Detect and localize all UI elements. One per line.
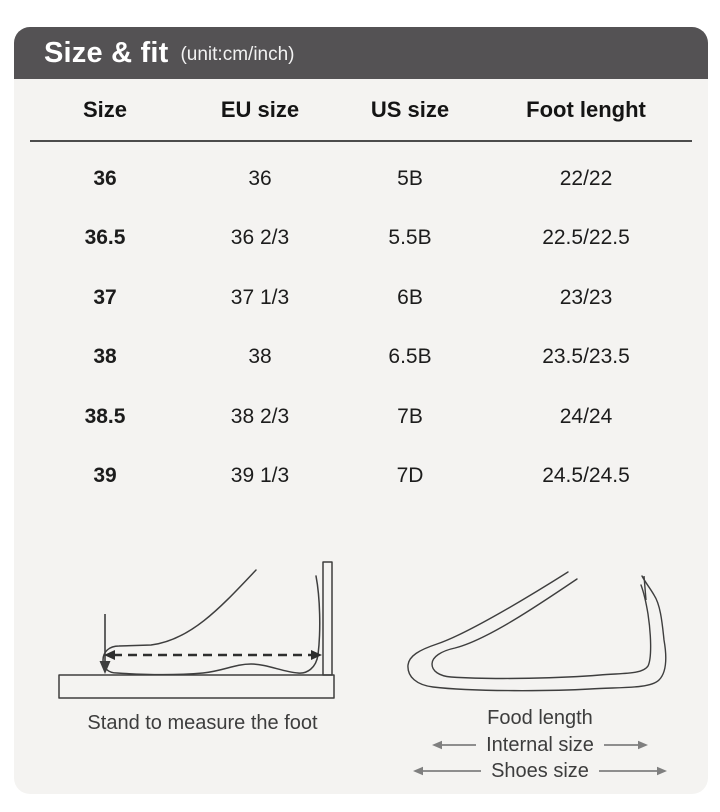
eu-size-cell: 39 1/3 — [230, 464, 290, 488]
us-size-cell: 5.5B — [388, 226, 432, 250]
shoes-size-label: Shoes size — [491, 759, 589, 782]
shoe-size-figure: Food length Internal size — [405, 552, 675, 784]
foot-length-cell: 23/23 — [559, 285, 613, 309]
shoes-size-label-row: Shoes size — [405, 758, 675, 784]
us-size-cell: 5B — [397, 166, 423, 190]
foot-measure-illustration — [58, 561, 335, 699]
table-row: 36.5 36 2/3 5.5B 22.5/22.5 — [30, 209, 692, 269]
us-size-cell: 6.5B — [388, 345, 432, 369]
internal-size-label-row: Internal size — [405, 732, 675, 758]
size-cell: 37 — [93, 285, 117, 309]
size-cell: 36.5 — [84, 226, 126, 250]
table-row: 39 39 1/3 7D 24.5/24.5 — [30, 447, 692, 507]
measurement-figures: Stand to measure the foot Food length — [14, 552, 708, 787]
card-header: Size & fit (unit:cm/inch) — [14, 27, 708, 79]
size-table: Size EU size US size Foot lenght 36 36 5… — [14, 79, 708, 506]
size-cell: 36 — [93, 166, 117, 190]
table-row: 38.5 38 2/3 7B 24/24 — [30, 387, 692, 447]
foot-length-cell: 22.5/22.5 — [542, 226, 630, 250]
foot-length-cell: 22/22 — [559, 166, 613, 190]
table-header-row: Size EU size US size Foot lenght — [30, 79, 692, 142]
foot-length-label-row: Food length — [405, 705, 675, 732]
column-header-us-size: US size — [370, 96, 450, 122]
foot-length-cell: 24.5/24.5 — [542, 464, 630, 488]
table-body: 36 36 5B 22/22 36.5 36 2/3 5.5B 22.5/22.… — [30, 142, 692, 506]
size-cell: 38.5 — [84, 404, 126, 428]
foot-length-cell: 23.5/23.5 — [542, 345, 630, 369]
shoe-cross-section-illustration — [407, 571, 667, 692]
eu-size-cell: 36 2/3 — [230, 226, 290, 250]
table-row: 38 38 6.5B 23.5/23.5 — [30, 328, 692, 388]
foot-length-arrow-icon — [104, 650, 322, 660]
foot-measure-figure: Stand to measure the foot — [55, 552, 350, 735]
us-size-cell: 7B — [397, 404, 423, 428]
column-header-eu-size: EU size — [220, 96, 300, 122]
toe-marker-arrow-icon — [99, 614, 111, 674]
arrow-left-icon — [413, 766, 482, 776]
size-fit-card: Size & fit (unit:cm/inch) Size EU size U… — [14, 27, 708, 794]
us-size-cell: 6B — [397, 285, 423, 309]
eu-size-cell: 38 2/3 — [230, 404, 290, 428]
foot-length-label: Food length — [487, 707, 593, 729]
internal-size-label: Internal size — [486, 733, 594, 756]
unit-note: (unit:cm/inch) — [180, 44, 295, 65]
us-size-cell: 7D — [396, 464, 424, 488]
arrow-left-icon — [432, 740, 477, 750]
arrow-right-icon — [598, 766, 667, 776]
page-title: Size & fit — [44, 36, 169, 69]
column-header-foot-length: Foot lenght — [526, 96, 646, 122]
table-row: 37 37 1/3 6B 23/23 — [30, 268, 692, 328]
eu-size-cell: 37 1/3 — [230, 285, 290, 309]
arrow-right-icon — [603, 740, 648, 750]
size-cell: 39 — [93, 464, 117, 488]
table-row: 36 36 5B 22/22 — [30, 149, 692, 209]
left-figure-caption: Stand to measure the foot — [87, 712, 318, 734]
eu-size-cell: 38 — [248, 345, 272, 369]
column-header-size: Size — [82, 96, 128, 122]
foot-length-cell: 24/24 — [559, 404, 613, 428]
size-cell: 38 — [93, 345, 117, 369]
card-body: Size EU size US size Foot lenght 36 36 5… — [14, 79, 708, 794]
eu-size-cell: 36 — [248, 166, 272, 190]
